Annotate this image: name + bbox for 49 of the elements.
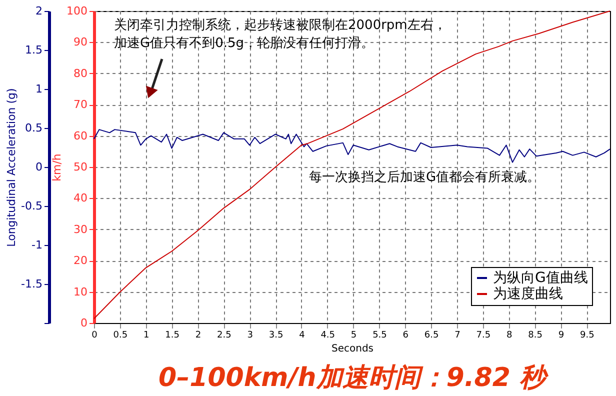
legend-label: 为速度曲线 (493, 286, 563, 302)
y2-tick-label: 1 (36, 82, 42, 96)
x-tick-label: 6 (402, 330, 409, 340)
y-tick-label: 40 (74, 192, 88, 205)
x-tick-label: 2 (195, 330, 202, 340)
y-tick-label: 70 (74, 98, 88, 112)
y-tick-label: 30 (74, 222, 88, 236)
x-tick-label: 8.5 (528, 330, 542, 340)
x-tick-label: 0 (92, 330, 98, 340)
x-tick-label: 4 (299, 330, 306, 340)
y-tick-label: 90 (74, 36, 88, 49)
y-tick-label: 0 (80, 316, 88, 330)
y-tick-label: 100 (66, 4, 88, 18)
y-tick-label: 20 (74, 254, 88, 268)
text: 0–100km/h加速时间：9.82 秒 (158, 363, 550, 393)
y-axis-title: km/h (50, 154, 64, 182)
y-tick-label: 80 (74, 66, 88, 80)
y2-tick-label: -1 (32, 238, 42, 252)
x-tick-label: 9.5 (580, 330, 594, 340)
x-tick-label: 1.5 (165, 330, 180, 340)
x-tick-label: 2.5 (216, 330, 232, 340)
x-tick-label: 7.5 (476, 330, 491, 340)
y2-tick-label: 2 (36, 4, 42, 18)
x-tick-label: 4.5 (320, 330, 336, 340)
x-tick-label: 5 (350, 330, 357, 340)
x-tick-label: 5.5 (372, 330, 387, 340)
y-tick-label: 10 (74, 285, 88, 298)
x-tick-label: 3 (247, 330, 253, 340)
annotation: 关闭牵引力控制系统，起步转速被限制在2000rpm左右，加速G值只有不到0.5g，轮胎没有任何打滑。 (114, 18, 446, 51)
x-tick-label: 9 (558, 330, 564, 340)
y-tick-label: 60 (74, 129, 88, 142)
annotation: 每一次换挡之后加速G值都会有所衰减。 (309, 169, 540, 185)
x-tick-label: 8 (506, 330, 513, 340)
legend-label: 为纵向G值曲线 (493, 270, 588, 286)
y2-axis-title: Longitudinal Acceleration (g) (5, 88, 18, 247)
x-tick-label: 3.5 (268, 330, 284, 340)
y2-tick-label: 0 (36, 160, 42, 174)
x-axis-title: Seconds (331, 344, 374, 354)
x-tick-label: 7 (454, 330, 460, 340)
x-tick-label: 0.5 (113, 330, 128, 340)
y2-tick-label: -0.5 (21, 200, 42, 212)
x-tick-label: 1 (143, 330, 150, 340)
y2-tick-label: 1.5 (25, 44, 42, 56)
y2-tick-label: 0.5 (25, 122, 42, 134)
line-series (94, 129, 610, 163)
y-tick-label: 50 (74, 160, 88, 174)
y2-tick-label: -1.5 (21, 278, 42, 290)
x-tick-label: 6.5 (424, 330, 439, 340)
line-series (94, 10, 610, 320)
